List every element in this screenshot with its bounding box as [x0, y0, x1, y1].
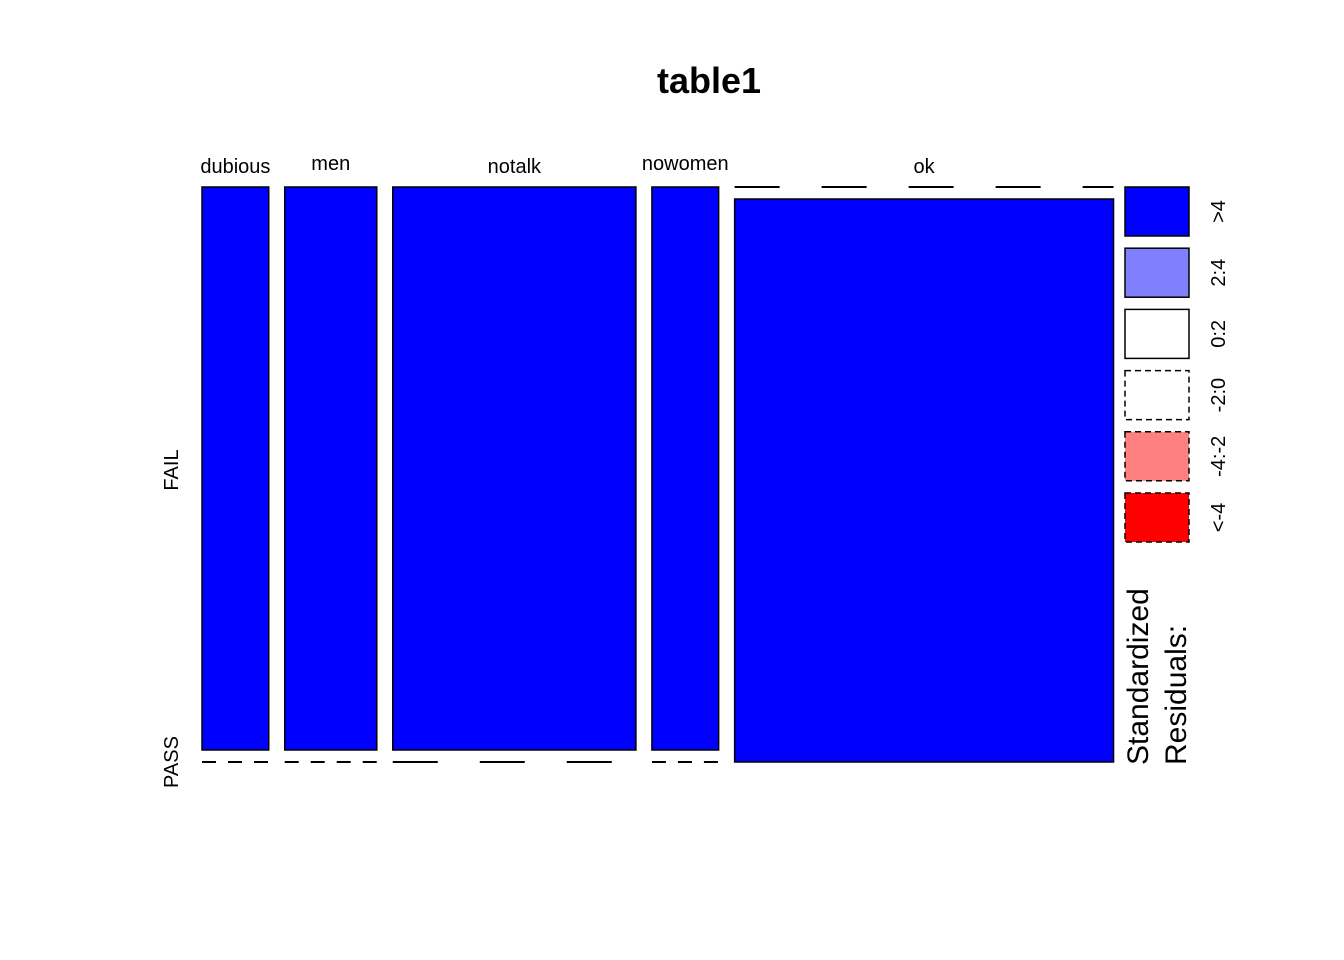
- cell-ok-pass: [733, 198, 1115, 763]
- cell-men-fail: [283, 186, 378, 751]
- cell-dubious-fail: [201, 186, 270, 751]
- column-label-ok: ok: [914, 156, 936, 178]
- column-label-dubious: dubious: [200, 156, 270, 178]
- row-label-fail: FAIL: [161, 449, 183, 490]
- legend-label-6: <-4: [1208, 503, 1230, 532]
- chart-title: table1: [657, 60, 761, 101]
- column-label-men: men: [311, 153, 350, 175]
- cell-nowomen-fail: [651, 186, 720, 751]
- legend-swatch-6: [1124, 492, 1190, 543]
- legend-swatch-2: [1124, 247, 1190, 298]
- legend-title-line-2: Residuals:: [1160, 625, 1193, 765]
- row-label-pass: PASS: [161, 736, 183, 788]
- column-label-notalk: notalk: [488, 156, 542, 178]
- legend-swatch-4: [1124, 369, 1190, 421]
- legend-swatch-3: [1124, 308, 1190, 360]
- legend: >4 2:4 0:2 -2:0 -4:-2 <-4 Standardized Residual…: [1122, 186, 1230, 765]
- legend-title-line-1: Standardized: [1122, 588, 1155, 765]
- legend-label-3: 0:2: [1208, 320, 1230, 348]
- legend-label-5: -4:-2: [1208, 436, 1230, 477]
- cell-notalk-fail: [392, 186, 637, 751]
- column-label-nowomen: nowomen: [642, 153, 729, 175]
- mosaic-plot: dubious men notalk nowomen ok: [200, 153, 1115, 763]
- row-labels: FAIL PASS: [161, 449, 183, 788]
- legend-swatch-1: [1124, 186, 1190, 237]
- legend-label-4: -2:0: [1208, 378, 1230, 412]
- legend-label-2: 2:4: [1208, 259, 1230, 287]
- legend-swatch-5: [1124, 431, 1190, 482]
- legend-label-1: >4: [1208, 200, 1230, 223]
